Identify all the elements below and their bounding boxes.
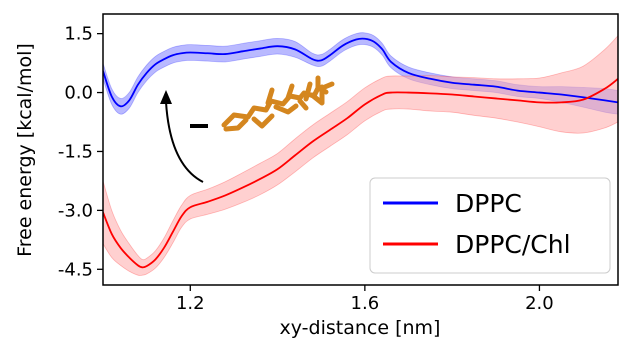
molecule-dash-mark <box>190 124 208 128</box>
y-tick-label: -1.5 <box>58 141 93 162</box>
x-tick-label: 2.0 <box>525 293 554 314</box>
series-line-dppc-chl <box>103 78 618 269</box>
series-lines <box>103 37 618 269</box>
error-band-dppc-chl <box>103 35 618 276</box>
y-tick-label: 0.0 <box>64 83 93 104</box>
y-tick-label: 1.5 <box>64 24 93 45</box>
y-axis-label: Free energy [kcal/mol] <box>14 43 36 257</box>
legend-label-dppc-chl: DPPC/Chl <box>455 230 571 259</box>
plot-frame <box>102 13 619 286</box>
legend: DPPC DPPC/Chl <box>369 177 611 274</box>
cholesterol-molecule-icon <box>221 75 335 132</box>
x-axis-label: xy-distance [nm] <box>280 317 441 339</box>
x-axis-ticks: 1.2 1.6 2.0 <box>176 285 554 314</box>
y-tick-label: -4.5 <box>58 259 93 280</box>
legend-label-dppc: DPPC <box>455 189 522 218</box>
x-tick-label: 1.6 <box>351 293 380 314</box>
series-line-dppc <box>103 37 618 108</box>
y-tick-label: -3.0 <box>58 200 93 221</box>
y-axis-ticks: 1.5 0.0 -1.5 -3.0 -4.5 <box>58 24 103 280</box>
arrow-icon <box>160 90 204 183</box>
x-tick-label: 1.2 <box>176 293 205 314</box>
